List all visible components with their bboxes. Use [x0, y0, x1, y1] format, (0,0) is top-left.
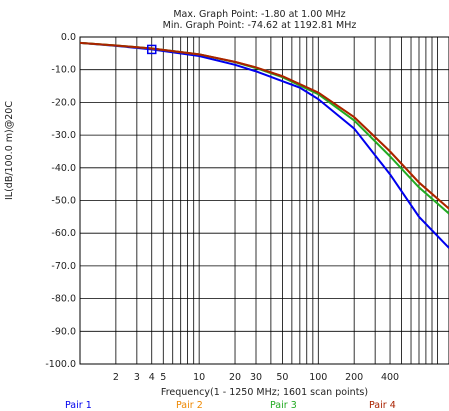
x-tick-label: 2 [113, 372, 119, 383]
x-tick-label: 400 [381, 372, 399, 383]
y-tick-label: -80.0 [51, 294, 76, 305]
max-point-label: Max. Graph Point: -1.80 at 1.00 MHz [173, 9, 346, 20]
y-tick-label: -100.0 [45, 359, 76, 370]
legend: Pair 1 Pair 2 Pair 3 Pair 4 [0, 400, 449, 411]
y-tick-label: -50.0 [51, 196, 76, 207]
x-tick-label: 5 [160, 372, 166, 383]
x-tick-label: 3 [134, 372, 140, 383]
y-tick-label: -30.0 [51, 130, 76, 141]
y-tick-label: -90.0 [51, 326, 76, 337]
y-tick-label: -10.0 [51, 65, 76, 76]
x-axis-label: Frequency(1 - 1250 MHz; 1601 scan points… [160, 387, 369, 398]
legend-entry-3: Pair 3 [270, 400, 297, 411]
y-tick-label: -60.0 [51, 228, 76, 239]
y-tick-label: -20.0 [51, 97, 76, 108]
legend-entry-1: Pair 1 [65, 400, 92, 411]
x-tick-label: 100 [309, 372, 327, 383]
y-tick-label: 0.0 [61, 32, 76, 43]
x-tick-label: 20 [229, 372, 241, 383]
y-axis-label: IL(dB/100.0 m)@20C [4, 101, 15, 200]
legend-entry-2: Pair 2 [176, 400, 203, 411]
y-tick-label: -40.0 [51, 163, 76, 174]
x-tick-label: 30 [250, 372, 262, 383]
min-point-label: Min. Graph Point: -74.62 at 1192.81 MHz [162, 20, 357, 31]
x-tick-label: 10 [193, 372, 205, 383]
x-tick-label: 200 [345, 372, 363, 383]
y-tick-label: -70.0 [51, 261, 76, 272]
graph-point-marker [146, 44, 157, 55]
legend-entry-4: Pair 4 [369, 400, 396, 411]
series-line-4 [80, 41, 449, 210]
x-tick-label: 4 [149, 372, 155, 383]
plot-frame [79, 36, 449, 365]
x-tick-label: 50 [276, 372, 288, 383]
